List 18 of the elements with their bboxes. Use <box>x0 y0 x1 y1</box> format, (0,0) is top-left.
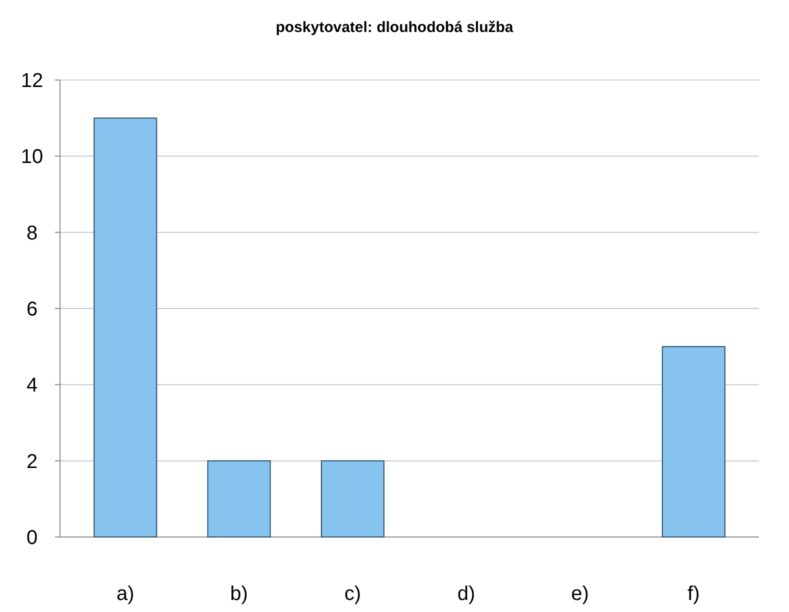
x-tick-label: a) <box>116 583 134 605</box>
y-tick-label: 10 <box>20 146 44 168</box>
x-tick-label: e) <box>571 583 589 605</box>
y-tick-label: 2 <box>26 450 38 473</box>
x-tick-label: f) <box>688 583 700 605</box>
x-tick-label: d) <box>457 583 476 605</box>
bar <box>320 460 384 538</box>
y-tick-label: 6 <box>26 298 38 320</box>
bar <box>207 460 271 538</box>
y-tick-label: 8 <box>26 222 38 244</box>
y-tick-label: 4 <box>26 374 38 397</box>
bar <box>662 346 726 538</box>
x-tick-label: c) <box>344 583 362 605</box>
y-tick-label: 0 <box>26 527 38 549</box>
y-tick-label: 12 <box>20 70 44 92</box>
x-tick-label: b) <box>230 583 248 605</box>
bar <box>94 118 158 538</box>
chart-title: poskytovatel: dlouhodobá služba <box>276 19 514 36</box>
